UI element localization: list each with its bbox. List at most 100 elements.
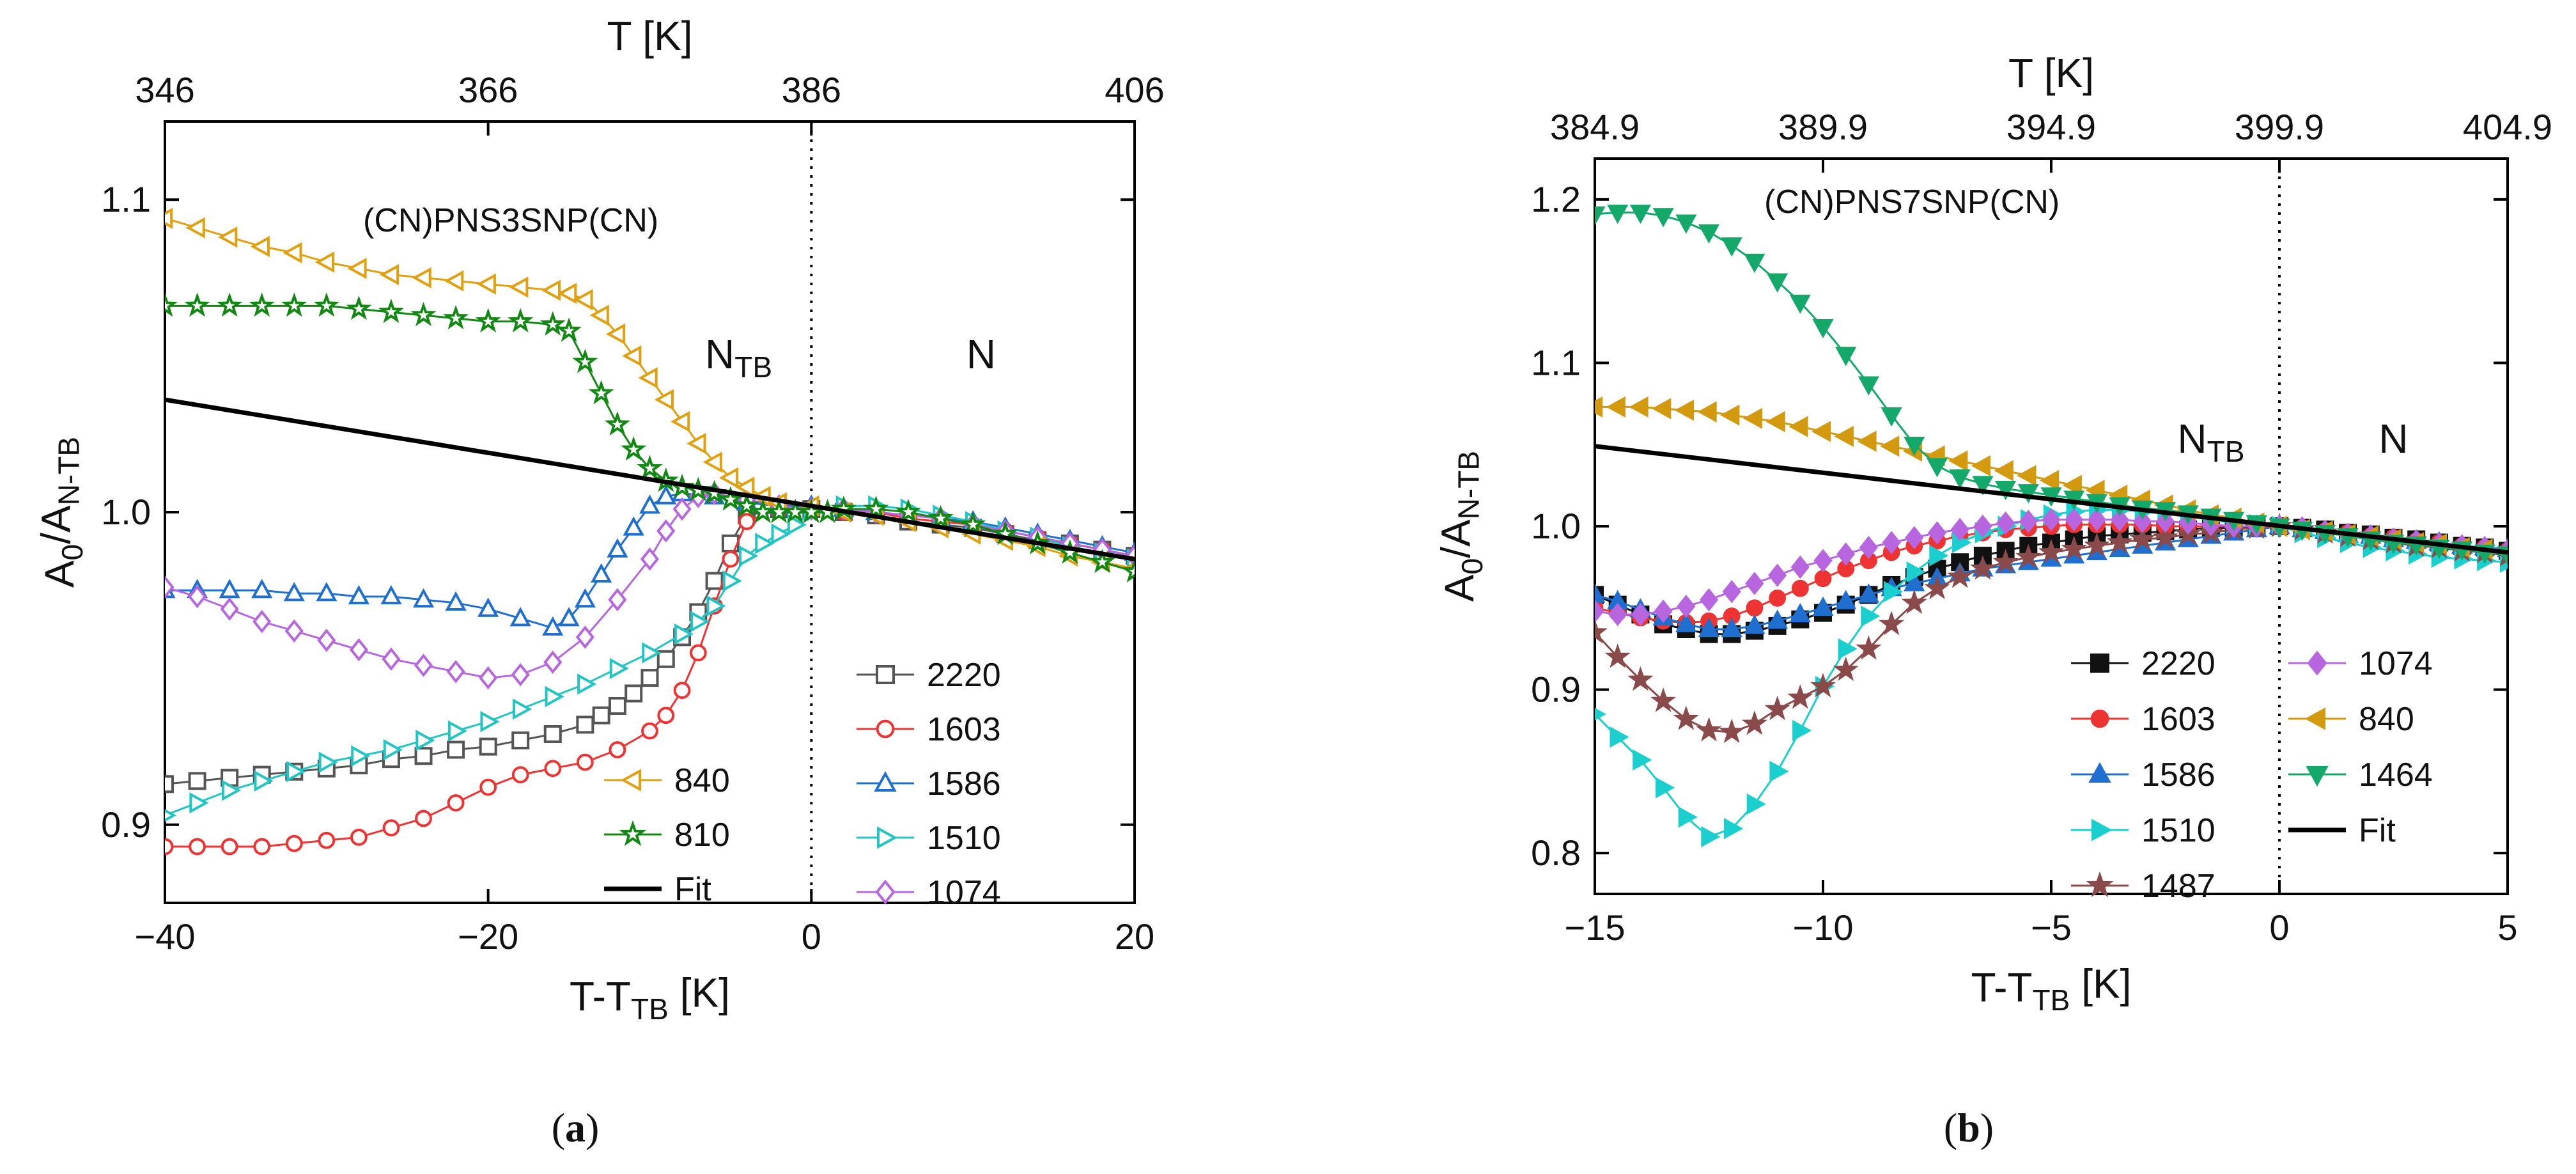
data-point — [657, 707, 675, 724]
data-point — [188, 772, 206, 790]
data-point — [1880, 435, 1900, 457]
legend-marker — [620, 769, 642, 792]
data-point — [447, 794, 465, 811]
data-point — [1901, 589, 1927, 614]
data-point — [185, 217, 205, 239]
data-point — [184, 292, 210, 317]
legend-item: 1510 — [2071, 812, 2215, 849]
data-point — [1857, 430, 1877, 452]
data-point — [2087, 508, 2106, 531]
data-point — [250, 235, 270, 258]
data-point — [382, 647, 401, 671]
data-point — [640, 669, 659, 687]
data-point — [609, 657, 629, 679]
data-point — [1814, 570, 1832, 588]
data-point — [412, 267, 431, 288]
data-point — [1881, 407, 1902, 427]
data-point — [1971, 455, 1991, 477]
data-point — [735, 476, 755, 498]
legend-item: 1603 — [857, 711, 1001, 748]
region-label: NTB — [705, 331, 772, 384]
data-point — [1769, 590, 1787, 607]
legend-item: 840 — [2288, 701, 2414, 738]
legend-marker — [2086, 871, 2114, 897]
data-point — [314, 251, 335, 273]
data-point — [544, 760, 562, 778]
data-point — [718, 467, 739, 489]
data-point — [672, 497, 692, 521]
data-point — [2062, 474, 2082, 496]
legend-item: 1487 — [2071, 868, 2215, 905]
region-label: NTB — [2177, 416, 2244, 468]
data-point — [2106, 529, 2133, 554]
data-point — [189, 792, 209, 814]
data-point — [1595, 583, 1606, 603]
data-point — [588, 380, 614, 405]
data-point — [1652, 208, 1674, 228]
data-point — [673, 682, 691, 700]
data-point — [1721, 237, 1742, 257]
data-point — [1698, 618, 1720, 638]
data-point — [511, 662, 530, 687]
data-point — [575, 625, 594, 649]
data-point — [1699, 588, 1719, 612]
top-axis-title: T [K] — [2008, 50, 2094, 96]
legend-item: 2220 — [2071, 645, 2215, 682]
data-point — [380, 263, 400, 286]
data-point — [378, 299, 404, 324]
data-point — [1746, 599, 1764, 617]
panel-title: (CN)PNS3SNP(CN) — [363, 202, 658, 239]
legend-item: 2220 — [857, 657, 1001, 694]
data-point — [509, 276, 529, 298]
legend-label: 2220 — [2141, 645, 2215, 682]
data-point — [2042, 508, 2061, 531]
data-point — [637, 455, 663, 480]
data-point — [605, 323, 626, 345]
data-point — [2015, 544, 2042, 568]
legend-item: 1586 — [2071, 756, 2215, 794]
data-point — [1678, 806, 1698, 828]
legend-label: 1464 — [2359, 756, 2433, 794]
data-point — [1721, 618, 1742, 638]
data-point — [556, 317, 582, 342]
data-point — [1631, 602, 1650, 627]
data-point — [1969, 555, 1996, 580]
data-point — [2110, 508, 2129, 531]
data-point — [671, 411, 690, 432]
data-point — [188, 584, 207, 609]
data-point — [414, 654, 433, 677]
data-point — [573, 289, 593, 311]
top-axis-title: T [K] — [607, 13, 693, 59]
x-tick-label: 0 — [2269, 907, 2289, 948]
data-point — [1859, 536, 1878, 560]
data-point — [863, 496, 889, 520]
data-point — [383, 739, 403, 761]
legend-item: 810 — [604, 817, 730, 854]
data-point — [1595, 618, 1608, 644]
data-point — [1950, 517, 1969, 542]
data-point — [1654, 599, 1673, 623]
top-tick-label: 386 — [782, 70, 841, 110]
top-tick-label: 404.9 — [2463, 107, 2552, 147]
x-tick-label: −15 — [1565, 907, 1626, 948]
y-axis-title: A0​/AN-TB​ — [1433, 451, 1489, 602]
panel-a: −40 −20 0 20 346 366 386 406 0.9 1.0 1.1 T-TTB​ [K]… — [33, 13, 1165, 1150]
data-point — [539, 311, 566, 336]
top-tick-label: 366 — [458, 70, 518, 110]
legend-label: 1586 — [2141, 756, 2215, 794]
data-point — [689, 644, 707, 662]
legend-marker — [2091, 818, 2113, 841]
data-point — [1767, 609, 1788, 629]
data-point — [284, 619, 304, 643]
data-point — [2129, 526, 2155, 551]
data-point — [687, 432, 706, 455]
legend-label: Fit — [2359, 812, 2396, 849]
data-point — [220, 597, 239, 621]
data-point — [558, 607, 580, 627]
data-point — [477, 597, 499, 617]
data-point — [541, 279, 561, 301]
data-point — [410, 302, 437, 327]
data-point — [445, 591, 467, 611]
data-point — [722, 550, 740, 568]
data-point — [283, 242, 302, 263]
